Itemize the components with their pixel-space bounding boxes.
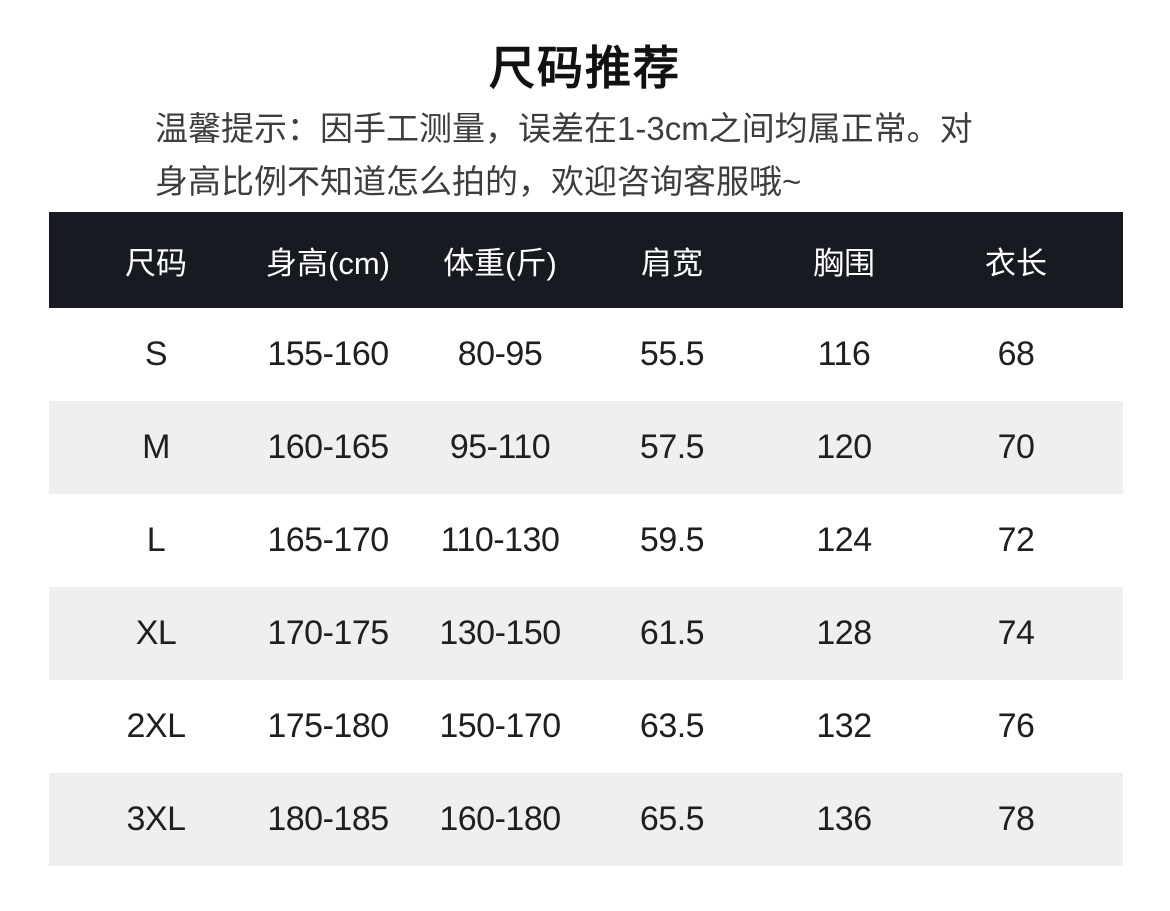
size-cell: M (142, 428, 170, 466)
header-cell: 胸围 (813, 245, 875, 281)
table-cell: 70 (997, 428, 1035, 466)
size-cell: 3XL (126, 800, 187, 838)
size-table-body: S 155-160 80-95 55.5 116 68 M 160-165 95-110 57.5… (49, 308, 1123, 866)
table-cell: 160-165 (267, 428, 389, 466)
notice-line-1: 温馨提示：因手工测量，误差在1-3cm之间均属正常。对 (155, 110, 973, 147)
table-cell: 59.5 (639, 521, 705, 559)
table-row: L 165-170 110-130 59.5 124 72 (49, 494, 1123, 587)
size-cell: 2XL (126, 707, 187, 745)
table-cell: 61.5 (639, 614, 705, 652)
table-cell: 65.5 (639, 800, 705, 838)
table-cell: 95-110 (449, 428, 551, 466)
size-cell: S (144, 335, 168, 373)
table-cell: 128 (816, 614, 872, 652)
table-cell: 55.5 (639, 335, 705, 373)
table-row: 2XL 175-180 150-170 63.5 132 76 (49, 680, 1123, 773)
notice-text: 温馨提示：因手工测量，误差在1-3cm之间均属正常。对 身高比例不知道怎么拍的，欢… (155, 102, 1035, 208)
table-cell: 76 (997, 707, 1035, 745)
table-cell: 120 (816, 428, 872, 466)
table-cell: 78 (997, 800, 1035, 838)
table-cell: 72 (997, 521, 1035, 559)
size-table: 尺码 身高(cm) 体重(斤) 肩宽 胸围 衣长 S 155-160 80-95 55.5 116… (49, 212, 1123, 866)
table-cell: 110-130 (440, 521, 560, 559)
header-cell: 体重(斤) (443, 245, 557, 281)
table-cell: 136 (816, 800, 872, 838)
table-cell: 155-160 (267, 335, 389, 373)
table-cell: 124 (816, 521, 872, 559)
header-cell: 身高(cm) (266, 245, 390, 281)
table-row: M 160-165 95-110 57.5 120 70 (49, 401, 1123, 494)
size-cell: XL (135, 614, 177, 652)
page-title: 尺码推荐 (489, 42, 681, 94)
size-table-header: 尺码 身高(cm) 体重(斤) 肩宽 胸围 衣长 (49, 212, 1123, 308)
table-cell: 132 (816, 707, 872, 745)
header-cell: 尺码 (125, 245, 187, 281)
table-cell: 68 (997, 335, 1035, 373)
table-cell: 175-180 (267, 707, 389, 745)
table-cell: 170-175 (267, 614, 389, 652)
table-row: 3XL 180-185 160-180 65.5 136 78 (49, 773, 1123, 866)
size-cell: L (146, 521, 166, 559)
table-cell: 160-180 (439, 800, 561, 838)
header-cell: 衣长 (985, 245, 1047, 281)
table-cell: 57.5 (639, 428, 705, 466)
table-cell: 165-170 (267, 521, 389, 559)
header-cell: 肩宽 (641, 245, 703, 281)
table-cell: 63.5 (639, 707, 705, 745)
table-cell: 116 (817, 335, 871, 373)
table-row: S 155-160 80-95 55.5 116 68 (49, 308, 1123, 401)
table-cell: 74 (997, 614, 1035, 652)
table-cell: 80-95 (457, 335, 543, 373)
notice-line-2: 身高比例不知道怎么拍的，欢迎咨询客服哦~ (155, 163, 802, 200)
table-cell: 130-150 (439, 614, 561, 652)
table-cell: 150-170 (439, 707, 561, 745)
table-cell: 180-185 (267, 800, 389, 838)
table-row: XL 170-175 130-150 61.5 128 74 (49, 587, 1123, 680)
